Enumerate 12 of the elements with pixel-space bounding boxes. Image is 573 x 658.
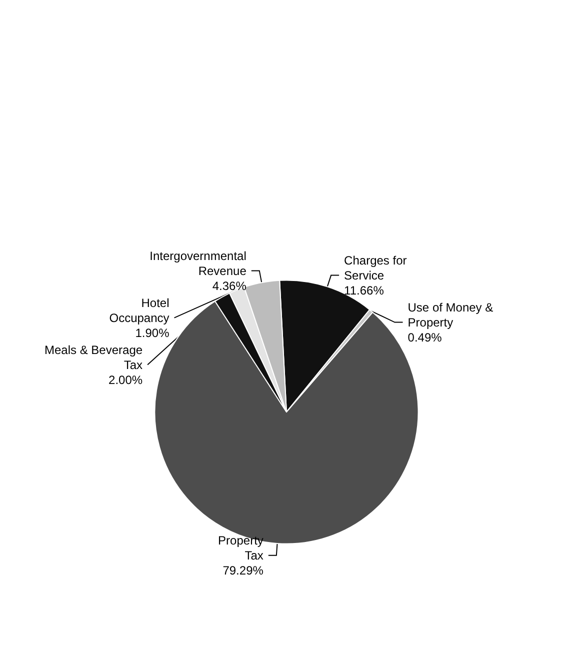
data-label: 4.36%: [212, 278, 247, 293]
slice-label: Property Tax: [218, 533, 264, 562]
slice-label: Meals & Beverage Tax: [44, 342, 143, 372]
slice-label: Charges for Service: [344, 253, 407, 282]
slice-label: Use of Money & Property: [408, 300, 494, 330]
data-label: 2.00%: [108, 372, 143, 387]
data-label: 79.29%: [222, 563, 264, 578]
data-label: 1.90%: [135, 326, 170, 340]
data-label: 0.49%: [408, 330, 442, 344]
slice-label: Hotel Occupancy: [109, 296, 170, 325]
slice-label: Intergovernmental Revenue: [150, 248, 247, 278]
data-label: 11.66%: [344, 283, 384, 298]
